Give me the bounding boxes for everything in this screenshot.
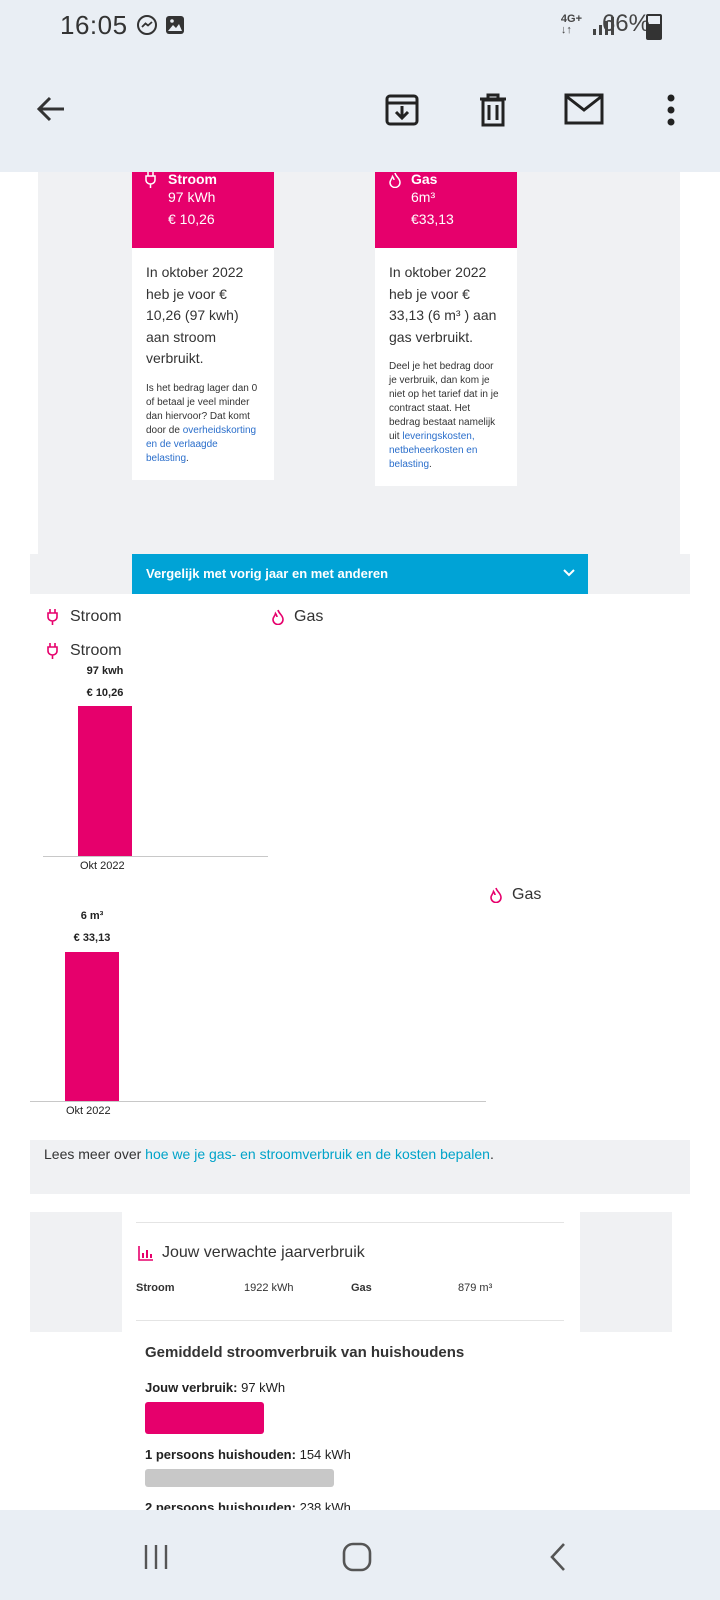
email-toolbar [0,52,720,172]
bar-chart-icon [138,1246,153,1261]
gas-bar [65,952,119,1102]
two-person-row: 2 persoons huishouden: 238 kWh [145,1500,351,1510]
gas-axis [30,1101,486,1102]
signal-icon [593,17,614,35]
plug-icon [47,643,58,659]
mail-unread-icon[interactable] [564,92,604,126]
own-usage-row: Jouw verbruik: 97 kWh [145,1380,286,1395]
status-bar: 16:05 4G+ ↓↑ 66% [0,0,720,52]
plug-icon [145,172,156,188]
stroom-card-note: Is het bedrag lager dan 0 of betaal je v… [146,382,258,436]
chevron-down-icon [563,569,575,577]
stroom-value-label: 97 kwh [86,665,124,677]
jaarverbruik-title: Jouw verwachte jaarverbruik [138,1244,365,1262]
flame-icon [389,172,401,188]
battery-percentage: 66% [601,10,650,37]
gas-card-amount: 6m³ [411,189,436,205]
gas-value-label: 6 m³ [80,910,104,922]
stroom-card: Stroom 97 kWh € 10,26 In oktober 2022 he… [132,172,274,480]
stroom-cost-label: € 10,26 [86,687,124,699]
average-usage-title: Gemiddeld stroomverbruik van huishoudens [145,1344,465,1361]
jaar-gas-label: Gas [351,1282,372,1294]
read-more-text: Lees meer over hoe we je gas- en stroomv… [44,1146,494,1162]
stroom-tick-label: Okt 2022 [80,860,125,872]
gas-card-cost: €33,13 [411,211,454,227]
compare-label: Vergelijk met vorig jaar en met anderen [146,566,389,581]
stroom-axis [43,856,268,857]
jaar-gas-value: 879 m³ [458,1282,493,1294]
own-usage-bar [145,1402,264,1434]
back-arrow-icon[interactable] [34,92,68,126]
recent-apps-icon[interactable] [142,1543,170,1571]
flame-icon [490,887,502,903]
tab-gas[interactable]: Gas [270,608,323,626]
battery-icon [646,14,662,40]
stroom-card-header: Stroom 97 kWh € 10,26 [132,172,274,248]
gas-card-text: In oktober 2022 heb je voor € 33,13 (6 m… [389,264,497,345]
stroom-chart-title: Stroom [46,642,122,660]
status-time: 16:05 [60,10,128,40]
gas-card: Gas 6m³ €33,13 In oktober 2022 heb je vo… [375,172,517,486]
archive-icon[interactable] [384,92,420,128]
stroom-card-text: In oktober 2022 heb je voor € 10,26 (97 … [146,264,244,366]
home-icon[interactable] [342,1542,372,1572]
plug-icon [47,609,58,625]
stroom-card-amount: 97 kWh [168,189,216,205]
stroom-bar [78,706,132,856]
stroom-card-title: Stroom [168,172,217,187]
gas-chart-title: Gas [488,886,541,904]
messenger-icon [137,15,157,35]
stroom-card-cost: € 10,26 [168,211,215,227]
one-person-bar [145,1469,334,1487]
compare-dropdown-button[interactable]: Vergelijk met vorig jaar en met anderen [132,554,588,594]
gallery-icon [166,16,184,34]
gas-card-link[interactable]: leveringskosten, netbeheerkosten en bela… [389,431,478,470]
jaar-stroom-value: 1922 kWh [244,1282,294,1294]
system-nav-bar [0,1510,720,1600]
one-person-row: 1 persoons huishouden: 154 kWh [145,1447,351,1462]
more-options-icon[interactable] [664,92,678,128]
flame-icon [272,609,284,625]
trash-icon[interactable] [476,92,510,128]
tab-stroom[interactable]: Stroom [46,608,122,626]
gas-card-title: Gas [411,172,438,187]
back-nav-icon[interactable] [548,1542,568,1572]
gas-cost-label: € 33,13 [73,932,111,944]
gas-card-note: Deel je het bedrag door je verbruik, dan… [389,361,499,442]
stroom-card-link[interactable]: overheidskorting en de verlaagde belasti… [146,424,257,464]
email-content: Stroom 97 kWh € 10,26 In oktober 2022 he… [0,172,720,1510]
network-indicator: 4G+ ↓↑ [560,13,582,36]
gas-card-header: Gas 6m³ €33,13 [375,172,517,248]
read-more-link[interactable]: hoe we je gas- en stroomverbruik en de k… [145,1146,490,1162]
jaar-stroom-label: Stroom [136,1282,175,1294]
gas-tick-label: Okt 2022 [66,1105,111,1117]
